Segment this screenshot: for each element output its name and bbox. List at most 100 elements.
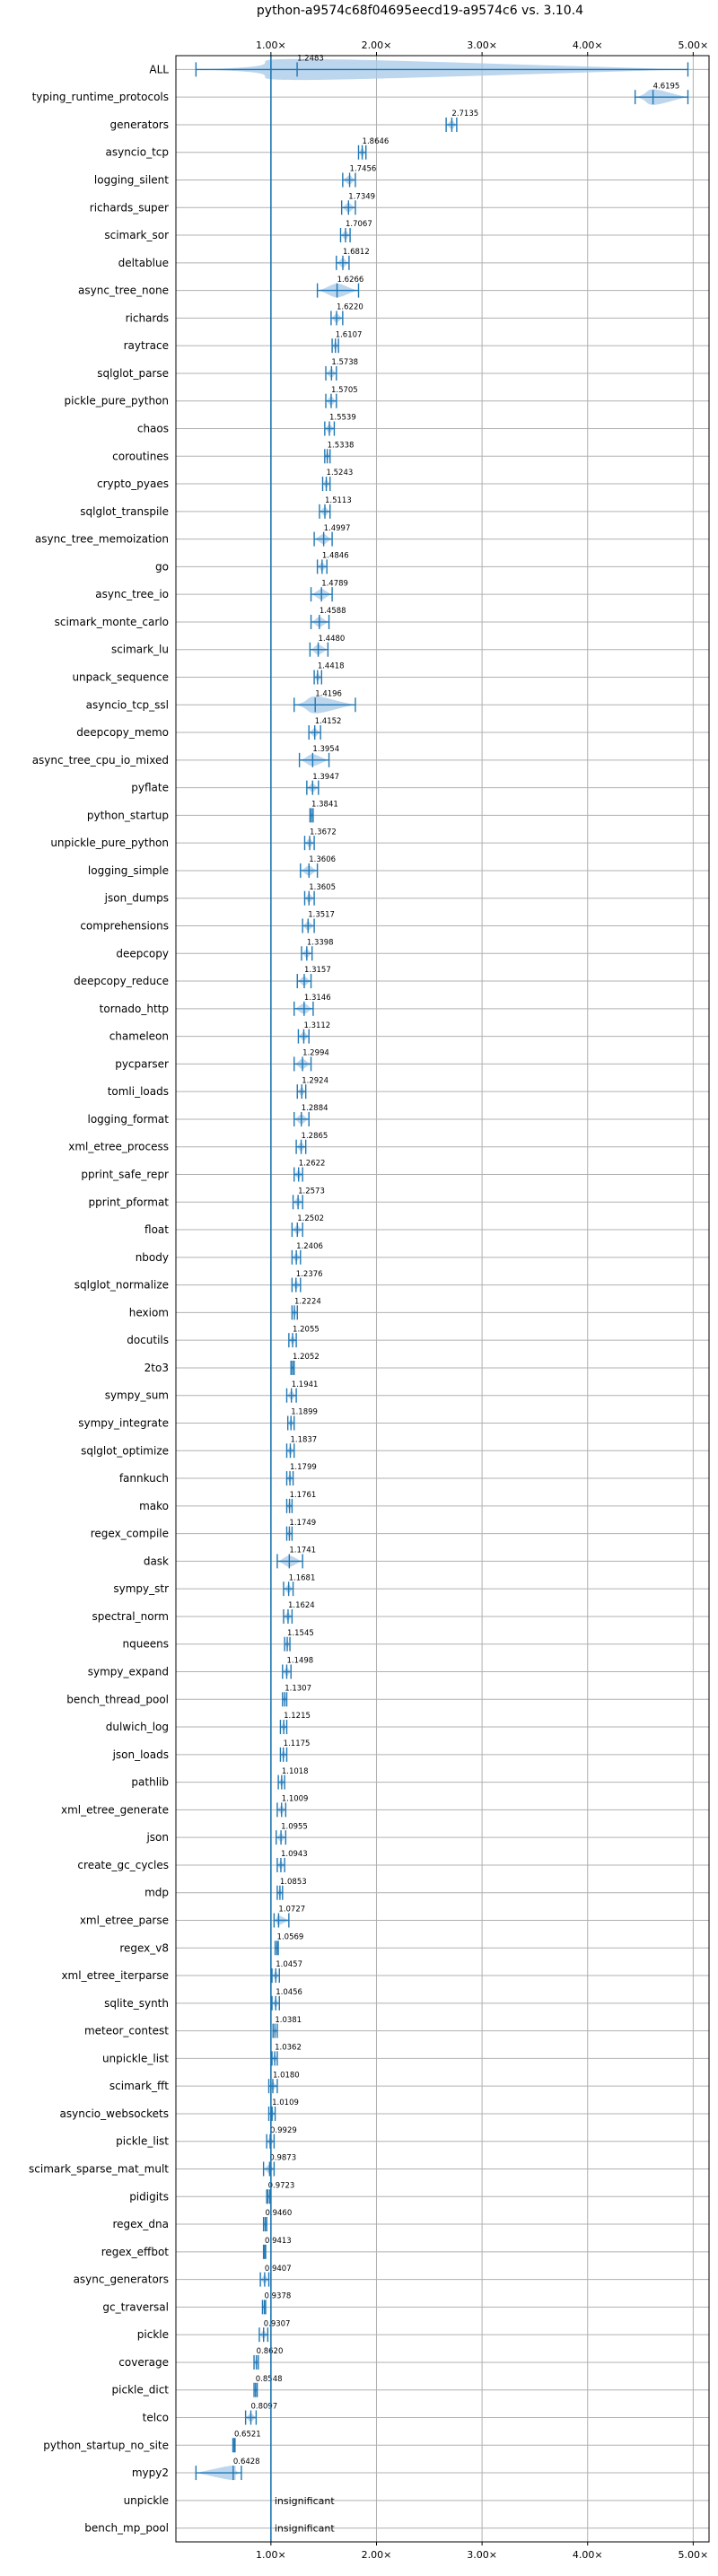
value-label: 1.5539 [329,414,356,423]
x-tick-label-top: 5.00× [678,39,708,51]
value-label: 2.7135 [451,110,478,118]
benchmark-label: float [144,1223,169,1236]
value-label: 1.0727 [278,1906,305,1914]
value-label: 0.9873 [269,2154,296,2163]
x-tick-label-top: 2.00× [362,39,392,51]
benchmark-label: scimark_fft [109,2080,169,2092]
value-label: 1.3157 [304,966,331,975]
benchmark-label: json [145,1831,169,1844]
value-label: 1.3605 [309,883,336,892]
value-label: 1.1624 [288,1601,315,1610]
benchmark-label: hexiom [129,1306,169,1319]
value-label: 1.1307 [285,1684,311,1693]
value-label: 4.6195 [653,82,680,91]
benchmark-label: mdp [144,1887,169,1899]
benchmark-label: scimark_sparse_mat_mult [29,2163,169,2176]
benchmark-label: generators [109,118,169,131]
value-label: 1.1741 [289,1546,316,1555]
benchmark-label: logging_format [87,1113,169,1126]
benchmark-label: logging_simple [88,864,169,877]
value-label: 1.0362 [275,2044,302,2053]
value-label: 1.2052 [293,1353,320,1362]
value-label: 0.9723 [268,2181,295,2190]
value-label: 1.1175 [284,1739,311,1748]
value-label: 1.3841 [311,801,338,810]
value-label: 1.3606 [309,855,336,864]
value-label: 1.4480 [319,635,346,644]
value-label: 1.6107 [336,330,363,339]
value-label: 0.6521 [234,2430,261,2439]
value-label: 1.2055 [293,1325,320,1334]
insignificant-label: insignificant [275,2523,336,2535]
benchmark-label: scimark_sor [104,229,169,241]
benchmark-label: bench_thread_pool [66,1693,169,1705]
benchmark-label: sqlglot_normalize [74,1279,169,1292]
value-label: 1.1498 [286,1657,313,1666]
value-label: 0.8620 [257,2347,284,2356]
benchmark-label: logging_silent [94,174,169,187]
value-label: 1.5705 [331,386,358,395]
value-label: 0.9378 [265,2292,292,2301]
benchmark-label: richards_super [90,201,169,214]
value-label: 1.0109 [272,2098,299,2107]
value-label: 1.0955 [281,1822,308,1831]
benchmark-label: nbody [136,1251,169,1264]
x-tick-label-bottom: 2.00× [362,2549,392,2561]
value-label: 1.3112 [303,1021,330,1030]
value-label: 1.3672 [310,828,337,837]
value-label: 1.1681 [289,1573,316,1582]
value-label: 1.2994 [302,1049,329,1058]
value-label: 1.0381 [275,2016,302,2025]
benchmark-label: raytrace [124,339,169,352]
benchmark-label: create_gc_cycles [77,1859,169,1871]
benchmark-label: typing_runtime_protocols [32,91,169,103]
insignificant-label: insignificant [275,2495,336,2507]
benchmark-label: pickle [137,2328,169,2341]
value-label: 1.6812 [343,248,370,257]
benchmark-label: json_loads [112,1748,169,1761]
value-label: 1.6266 [337,276,364,285]
benchmark-label: sympy_integrate [78,1417,169,1430]
benchmark-label: tomli_loads [108,1085,169,1098]
value-label: 1.2406 [296,1242,323,1251]
benchmark-label: async_generators [74,2274,169,2286]
benchmark-label: pprint_pformat [89,1196,170,1208]
benchmark-label: xml_etree_iterparse [61,1969,169,1982]
value-label: 1.0457 [276,1960,302,1969]
benchmark-label: regex_compile [91,1528,169,1540]
benchmark-label: dask [144,1555,169,1567]
benchmark-label: pathlib [131,1776,169,1789]
benchmark-label: coroutines [112,450,169,462]
value-label: 1.2924 [302,1076,328,1085]
benchmark-label: xml_etree_generate [61,1803,169,1816]
benchmark-label: bench_mp_pool [84,2522,169,2535]
value-label: 1.4588 [320,607,346,616]
benchmark-label: pickle_dict [112,2384,170,2396]
value-label: 1.0180 [273,2071,300,2080]
benchmark-label: async_tree_none [78,285,169,297]
value-label: 1.1941 [292,1380,319,1389]
benchmark-label: deltablue [118,257,169,269]
benchmark-label: deepcopy [116,947,169,959]
value-label: 1.2376 [296,1270,323,1279]
benchmark-label: unpack_sequence [72,671,169,684]
benchmark-label: unpickle [124,2494,169,2507]
benchmark-label: pickle_pure_python [65,395,169,407]
benchmark-label: xml_etree_process [68,1141,169,1153]
value-label: 1.1215 [284,1712,311,1721]
benchmark-label: nqueens [123,1638,169,1651]
value-label: 1.3398 [307,938,334,947]
value-label: 0.9307 [264,2319,291,2328]
value-label: 0.8548 [256,2375,283,2384]
value-label: 1.4846 [322,552,349,561]
value-label: 1.3947 [312,773,339,782]
value-label: 1.2483 [297,55,324,64]
value-label: 1.4789 [321,579,348,588]
value-label: 1.1799 [290,1463,317,1472]
benchmark-label: sqlglot_transpile [80,505,169,518]
value-label: 0.9413 [265,2237,292,2246]
benchmark-label: tornado_http [100,1003,169,1015]
value-label: 1.2573 [298,1187,325,1196]
benchmark-label: async_tree_memoization [35,533,169,546]
benchmark-label: docutils [127,1334,169,1346]
